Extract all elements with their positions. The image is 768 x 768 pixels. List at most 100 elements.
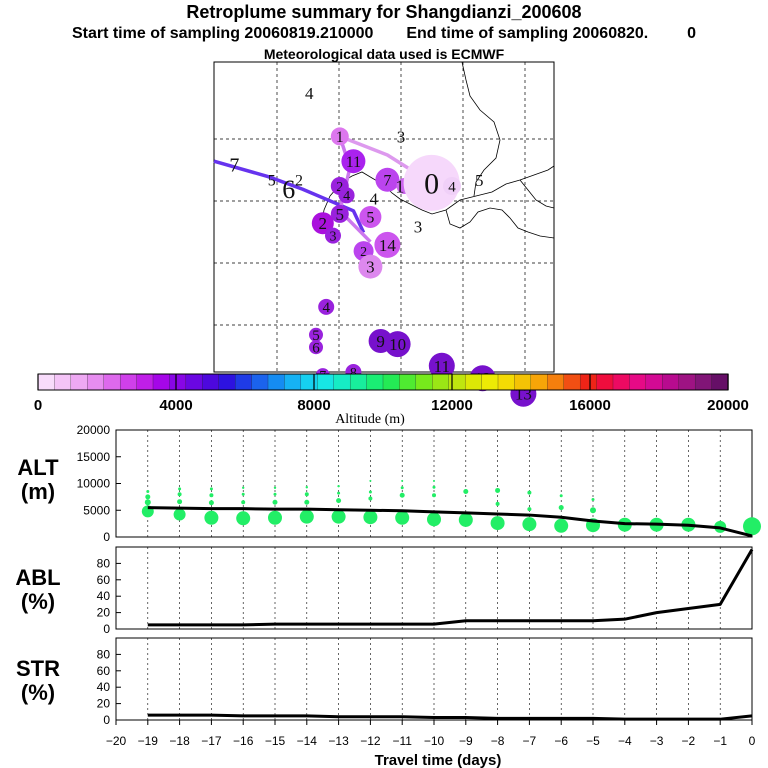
map-label-3: 5: [268, 172, 276, 189]
ytick-label-abl-2: 40: [97, 589, 111, 603]
cluster-label-17: 6: [312, 340, 320, 356]
cluster-label-20: 11: [434, 357, 450, 376]
colorbar-cell-33: [579, 373, 598, 391]
plume-bubble-2: [145, 494, 151, 500]
met-data-label: Meteorological data used is ECMWF: [263, 46, 505, 62]
xtick-label-8: −12: [360, 734, 381, 748]
plume-bubble-16: [268, 510, 282, 525]
colorbar-cell-39: [678, 373, 696, 391]
plume-bubble-21: [304, 499, 310, 505]
panel-altitude: 0 5000 10000 15000 20000 ALT(m): [17, 423, 761, 544]
series-line-altitude: [147, 506, 753, 538]
colorbar-cell-24: [432, 373, 450, 391]
ytick-label-altitude-3: 15000: [77, 450, 111, 464]
cluster-label-6: 2: [336, 180, 343, 195]
plume-bubble-40: [458, 512, 473, 527]
cluster-marker-17: [309, 340, 323, 355]
colorbar-cell-37: [645, 373, 663, 391]
plume-bubble-49: [558, 505, 564, 511]
map-panel: 11171604245523214345691011121378 4375265…: [213, 61, 555, 407]
plume-bubble-32: [395, 510, 410, 525]
cluster-marker-19: [384, 331, 411, 358]
cluster-marker-8: [330, 204, 349, 223]
plume-bubble-41: [463, 489, 469, 495]
plume-bubble-35: [401, 479, 404, 482]
map-label-4: 2: [295, 172, 303, 189]
colorbar-cell-10: [202, 373, 220, 391]
ytick-label-stratosphere-1: 20: [97, 697, 111, 711]
series-line-abl: [147, 548, 754, 627]
xtick-label-6: −14: [297, 734, 318, 748]
ylabel-altitude-1: (m): [21, 479, 55, 504]
plume-bubble-33: [399, 492, 405, 498]
map-label-2: 7: [229, 154, 239, 176]
map-label-7: 4: [370, 189, 379, 208]
cluster-marker-15: [318, 298, 335, 315]
panel-abl: 0 20 40 60 80 ABL(%): [15, 546, 754, 636]
plume-bubble-43: [495, 501, 500, 506]
colorbar-cells: [37, 373, 729, 391]
xtick-label-9: −11: [392, 734, 412, 748]
ytick-label-altitude-1: 5000: [83, 503, 110, 517]
colorbar-tick-label-2: 8000: [297, 397, 330, 414]
plume-bubble-22: [304, 492, 309, 497]
colorbar-cell-41: [711, 373, 729, 391]
cluster-marker-20: [428, 352, 455, 379]
ytick-label-abl-4: 80: [97, 556, 111, 570]
plume-bubble-39: [433, 479, 435, 482]
plume-bubble-8: [204, 510, 219, 525]
xtick-label-11: −9: [459, 734, 473, 748]
series-line-stratosphere: [147, 713, 753, 721]
colorbar-cell-21: [382, 373, 401, 391]
plume-bubble-7: [178, 487, 182, 491]
ytick-label-altitude-0: 0: [103, 530, 110, 544]
plume-bubble-28: [363, 510, 378, 525]
xtick-label-4: −16: [233, 734, 254, 748]
plume-bubble-37: [432, 493, 436, 498]
xtick-label-19: −1: [713, 734, 727, 748]
colorbar-cell-9: [185, 373, 203, 391]
cluster-label-10: 2: [319, 214, 328, 233]
cluster-label-14: 3: [366, 258, 375, 277]
cluster-label-11: 3: [330, 230, 337, 245]
colorbar-cell-28: [497, 373, 516, 391]
colorbar-cell-19: [349, 373, 368, 391]
colorbar-cell-4: [103, 373, 121, 391]
plume-bubble-36: [427, 512, 441, 527]
colorbar-cell-7: [152, 373, 171, 391]
colorbar-cell-36: [629, 373, 647, 391]
colorbar-cell-35: [612, 373, 631, 391]
cluster-label-19: 10: [389, 335, 406, 354]
cluster-label-9: 5: [366, 210, 374, 227]
x-axis: −20 −19 −18 −17 −16 −15 −14 −13 −12 −11 −10 −9 −8 −7−…: [106, 720, 756, 748]
xtick-label-5: −15: [265, 734, 286, 748]
colorbar-cell-12: [234, 373, 253, 391]
plume-bubble-6: [177, 492, 182, 497]
cluster-label-16: 5: [312, 328, 320, 344]
colorbar-tick-label-0: 0: [34, 397, 42, 414]
plume-bubble-13: [241, 500, 246, 505]
plume-bubble-48: [554, 518, 569, 533]
colorbar-cell-23: [415, 373, 433, 391]
ytick-label-stratosphere-2: 40: [97, 680, 111, 694]
cluster-label-4: 0: [424, 167, 439, 200]
ytick-label-stratosphere-3: 60: [97, 664, 111, 678]
plume-bubble-11: [209, 487, 213, 491]
plume-bubble-9: [208, 500, 214, 506]
colorbar-cell-15: [284, 373, 302, 391]
xtick-label-0: −20: [106, 734, 127, 748]
plume-bubble-23: [305, 486, 308, 489]
cluster-marker-2: [375, 167, 400, 192]
plume-bubble-42: [490, 516, 505, 531]
plume-bubble-14: [241, 492, 245, 496]
cluster-marker-10: [311, 212, 334, 235]
plume-bubble-25: [336, 498, 342, 504]
cluster-label-12: 2: [360, 245, 367, 260]
cluster-marker-5: [443, 177, 461, 195]
plume-bubble-44: [495, 487, 501, 493]
colorbar-cell-40: [694, 373, 713, 391]
map-label-1: 3: [397, 127, 406, 146]
cluster-marker-11: [325, 227, 341, 244]
